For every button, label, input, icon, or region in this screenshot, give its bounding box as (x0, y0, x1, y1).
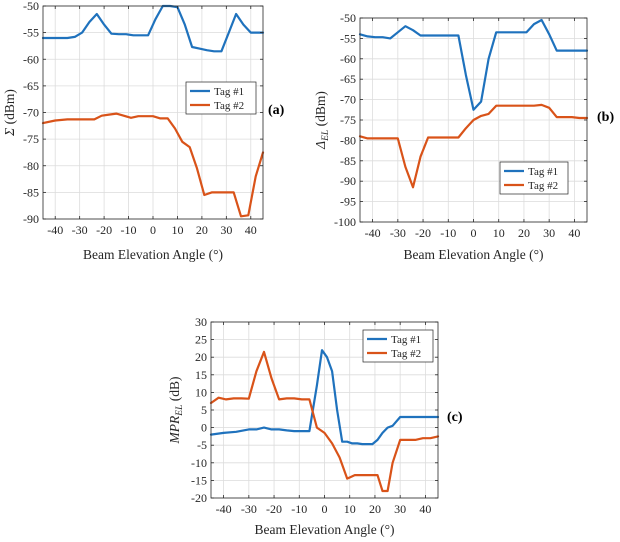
y-axis-subscript: EL (175, 405, 185, 417)
y-tick-label: 25 (195, 333, 207, 347)
series-line-tag-1 (209, 349, 440, 446)
x-tick-label: -20 (96, 223, 112, 237)
x-tick-label: 30 (543, 226, 555, 240)
x-tick-label: -20 (415, 226, 431, 240)
chart-panel-a: -40 -30 -20 -10 0 10 20 30 40 -90 -85 -80 -75 -70 -65 -… (2, 0, 285, 262)
legend-box (185, 81, 257, 115)
x-tick-label: 40 (568, 226, 580, 240)
y-tick-label: -15 (191, 473, 207, 487)
series-line-tag-2 (358, 103, 589, 189)
y-tick-label: -90 (23, 212, 39, 226)
y-tick-label: -75 (23, 132, 39, 146)
y-tick-label: 10 (195, 385, 207, 399)
x-tick-label: 40 (245, 223, 257, 237)
series-line-tag-2 (41, 112, 265, 218)
legend: Tag #1 Tag #2 (362, 329, 434, 363)
y-axis-symbol: MPR (167, 415, 182, 444)
y-tick-label: -95 (340, 195, 356, 209)
x-tick-label: -30 (241, 502, 257, 516)
y-tick-label: -85 (340, 154, 356, 168)
y-tick-label: -70 (340, 93, 356, 107)
y-tick-label: -55 (340, 31, 356, 45)
panel-label: (a) (268, 103, 285, 118)
y-tick-label: -65 (23, 79, 39, 93)
x-tick-label: -30 (72, 223, 88, 237)
y-axis-unit: (dB) (167, 377, 182, 405)
y-tick-label: -100 (334, 215, 356, 229)
y-tick-label: 30 (195, 315, 207, 329)
x-tick-label: -40 (365, 226, 381, 240)
y-tick-label: -55 (23, 26, 39, 40)
y-tick-label: -80 (340, 133, 356, 147)
legend-label-tag-2: Tag #2 (391, 348, 421, 360)
legend: Tag #1 Tag #2 (185, 81, 257, 115)
y-tick-label: 20 (195, 350, 207, 364)
y-tick-label: -60 (340, 52, 356, 66)
x-tick-label: 0 (471, 226, 477, 240)
series-line-tag-1 (41, 4, 265, 53)
y-tick-label: -20 (191, 491, 207, 505)
y-tick-label: -85 (23, 185, 39, 199)
y-axis-subscript: EL (321, 130, 331, 142)
series-line-tag-1 (358, 18, 589, 111)
x-tick-label: 30 (220, 223, 232, 237)
y-axis-label: MPREL (dB) (167, 377, 185, 445)
x-tick-label: -10 (440, 226, 456, 240)
y-tick-label: -10 (191, 456, 207, 470)
legend-label-tag-1: Tag #1 (528, 166, 558, 178)
legend-box (362, 329, 434, 363)
x-tick-label: 10 (344, 502, 356, 516)
y-tick-label: -80 (23, 159, 39, 173)
y-tick-label: -50 (23, 0, 39, 13)
legend-label-tag-2: Tag #2 (528, 180, 558, 192)
panel-label: (c) (447, 410, 463, 425)
y-tick-label: -70 (23, 106, 39, 120)
x-axis-label: Beam Elevation Angle (°) (255, 522, 395, 537)
chart-panel-b: -40 -30 -20 -10 0 10 20 30 40-100-95-90-85-80-75… (313, 11, 614, 262)
y-axis-symbol: Δ (313, 141, 328, 150)
legend-label-tag-1: Tag #1 (391, 334, 421, 346)
y-tick-label: 5 (201, 403, 207, 417)
y-axis-label: ΔEL (dBm) (313, 91, 331, 150)
legend-label-tag-2: Tag #2 (214, 100, 244, 112)
x-tick-label: 0 (322, 502, 328, 516)
x-tick-label: 20 (518, 226, 530, 240)
y-tick-label: -65 (340, 72, 356, 86)
legend: Tag #1 Tag #2 (499, 161, 569, 195)
y-tick-label: -60 (23, 52, 39, 66)
x-tick-label: 10 (171, 223, 183, 237)
x-tick-label: -30 (390, 226, 406, 240)
x-axis-label: Beam Elevation Angle (°) (404, 247, 544, 262)
x-tick-label: -10 (121, 223, 137, 237)
x-tick-label: -20 (266, 502, 282, 516)
y-tick-label: 0 (201, 421, 207, 435)
chart-panel-c: -40 -30 -20 -10 0 10 20 30 40 -20 -15 -10 -5 0 5 10 15 20… (167, 315, 463, 537)
legend-box (499, 161, 569, 195)
panel-label: (b) (597, 110, 614, 125)
x-tick-label: 0 (150, 223, 156, 237)
series-line-tag-2 (209, 350, 440, 493)
y-tick-label: -90 (340, 174, 356, 188)
y-axis-label: Σ (dBm) (2, 89, 17, 137)
legend-label-tag-1: Tag #1 (214, 86, 244, 98)
y-axis-unit: (dBm) (313, 91, 328, 130)
x-tick-label: 20 (369, 502, 381, 516)
x-tick-label: 20 (196, 223, 208, 237)
x-tick-label: -40 (216, 502, 232, 516)
y-tick-label: -5 (197, 438, 207, 452)
x-tick-label: 10 (493, 226, 505, 240)
y-axis-symbol: Σ (2, 128, 17, 137)
x-tick-label: -10 (291, 502, 307, 516)
y-axis-unit: (dBm) (2, 89, 17, 128)
x-tick-label: 30 (394, 502, 406, 516)
x-tick-label: -40 (47, 223, 63, 237)
y-tick-label: 15 (195, 368, 207, 382)
y-tick-label: -50 (340, 11, 356, 25)
x-axis-label: Beam Elevation Angle (°) (83, 247, 223, 262)
x-tick-label: 40 (419, 502, 431, 516)
y-tick-label: -75 (340, 113, 356, 127)
